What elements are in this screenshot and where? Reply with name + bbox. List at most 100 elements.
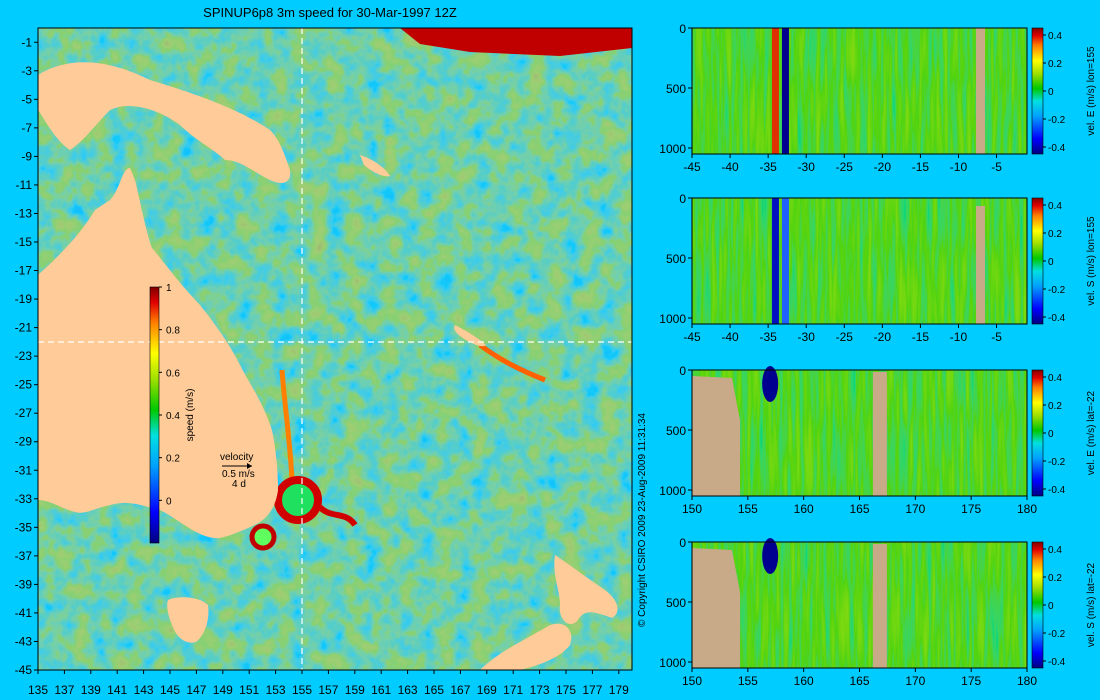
- map-lon-tick-label: 169: [477, 683, 497, 697]
- section-panel-3: 150 155 160 165 170 175 180 0 500 1000 0.4 0.2 0 -0.2…: [659, 364, 1097, 516]
- section-field-texture: [692, 370, 1027, 496]
- map-lat-tick-label: -17: [15, 264, 33, 278]
- map-lat-tick-label: -21: [15, 321, 33, 335]
- map-lon-tick-label: 141: [107, 683, 127, 697]
- section-x-tick-label: -25: [836, 160, 854, 174]
- section-colorbar-tick-label: 0: [1048, 257, 1054, 268]
- section-strong-jet: [771, 28, 779, 154]
- section-x-tick-label: -35: [759, 330, 777, 344]
- map-lat-tick-label: -29: [15, 435, 33, 449]
- section-panel-1: -45 -40 -35 -30 -25 -20 -15 -10 -5 0 500 1000 0.4 0.2…: [659, 22, 1097, 174]
- map-lat-tick-label: -7: [21, 121, 32, 135]
- map-lat-tick-label: -37: [15, 549, 33, 563]
- section-colorbar-label: vel. E (m/s) lat=-22: [1086, 390, 1097, 475]
- map-lon-tick-label: 179: [609, 683, 629, 697]
- nz-south-land: [480, 623, 572, 670]
- map-lon-tick-label: 151: [239, 683, 259, 697]
- map-lon-tick-label: 167: [450, 683, 470, 697]
- section-land-bar: [872, 372, 887, 496]
- section-y-tick-label: 0: [679, 192, 686, 206]
- section-y-tick-label: 500: [666, 82, 686, 96]
- png-land: [38, 62, 291, 183]
- section-colorbar-tick-label: -0.2: [1048, 285, 1066, 296]
- velocity-key: velocity 0.5 m/s 4 d: [220, 452, 255, 490]
- map-lon-tick-label: 163: [398, 683, 418, 697]
- section-frame: [691, 27, 1028, 155]
- map-lat-tick-label: -3: [21, 64, 32, 78]
- section-strong-jet: [781, 28, 789, 154]
- speed-colorbar-ramp: [149, 286, 160, 544]
- map-frame: [37, 27, 633, 671]
- map-lat-axis: -1 -3 -5 -7 -9 -11 -13 -15 -17 -19 -21 -23 -25 -27 -29…: [15, 35, 38, 677]
- section-y-tick-label: 0: [679, 364, 686, 378]
- section-strong-jet: [762, 366, 779, 402]
- nz-north-land: [554, 555, 618, 625]
- section-x-tick-label: 160: [794, 674, 814, 688]
- section-colorbar-ramp: [1031, 197, 1044, 325]
- section-x-tick-label: -30: [798, 330, 816, 344]
- map-lon-tick-label: 143: [134, 683, 154, 697]
- section-colorbar-ramp: [1031, 541, 1044, 669]
- section-y-tick-label: 1000: [659, 142, 686, 156]
- section-strong-jet: [771, 198, 779, 324]
- section-colorbar-tick-label: -0.2: [1048, 115, 1066, 126]
- section-x-tick-label: 155: [738, 674, 758, 688]
- section-x-tick-label: 160: [794, 502, 814, 516]
- section-land-shelf: [692, 376, 741, 496]
- section-x-tick-label: 150: [682, 502, 702, 516]
- map-lon-tick-label: 161: [371, 683, 391, 697]
- section-x-tick-label: 170: [905, 502, 925, 516]
- section-x-tick-label: -45: [683, 330, 701, 344]
- section-x-tick-label: -10: [950, 330, 968, 344]
- ring-tail-feature: [315, 502, 358, 527]
- map-lon-tick-label: 135: [28, 683, 48, 697]
- section-x-tick-label: 175: [961, 674, 981, 688]
- section-colorbar-tick-label: -0.2: [1048, 457, 1066, 468]
- eac-jet-feature: [279, 369, 295, 481]
- section-y-tick-label: 1000: [659, 656, 686, 670]
- section-panel-2: -45 -40 -35 -30 -25 -20 -15 -10 -5 0 500 1000 0.4 0.2…: [659, 192, 1097, 344]
- north-current-feature: [400, 28, 632, 56]
- speed-colorbar-tick-label: 0.6: [166, 368, 180, 379]
- section-panel-4: 150 155 160 165 170 175 180 0 500 1000 0.4 0.2 0 -0.2…: [659, 536, 1097, 688]
- section-colorbar-label: vel. S (m/s) lon=155: [1086, 216, 1097, 306]
- section-x-tick-label: 170: [905, 674, 925, 688]
- speed-colorbar-tick-label: 0.8: [166, 326, 180, 337]
- map-lat-tick-label: -35: [15, 520, 33, 534]
- velocity-key-arrowhead: [247, 463, 252, 469]
- section-y-tick-label: 500: [666, 252, 686, 266]
- section-panels: -45 -40 -35 -30 -25 -20 -15 -10 -5 0 500 1000 0.4 0.2…: [659, 22, 1097, 688]
- section-colorbar-tick-label: 0.4: [1048, 31, 1062, 42]
- map-lon-tick-label: 171: [503, 683, 523, 697]
- map-lat-tick-label: -11: [16, 178, 33, 192]
- map-title: SPINUP6p8 3m speed for 30-Mar-1997 12Z: [203, 5, 457, 20]
- section-colorbar-tick-label: -0.4: [1048, 143, 1066, 154]
- map-lat-tick-label: -19: [15, 292, 33, 306]
- section-x-tick-label: -30: [798, 160, 816, 174]
- tasmania-land: [167, 597, 209, 643]
- section-x-tick-label: -40: [721, 330, 739, 344]
- section-colorbar-ramp: [1031, 27, 1044, 155]
- section-x-tick-label: -5: [991, 160, 1002, 174]
- map-lat-tick-label: -43: [15, 634, 33, 648]
- speed-colorbar: 1 0.8 0.6 0.4 0.2 0 speed (m/s): [149, 283, 196, 544]
- section-x-tick-label: -20: [874, 330, 892, 344]
- section-colorbar-tick-label: -0.4: [1048, 657, 1066, 668]
- section-y-tick-label: 500: [666, 596, 686, 610]
- map-lat-tick-label: -25: [15, 378, 33, 392]
- map-lon-tick-label: 155: [292, 683, 312, 697]
- section-colorbar-tick-label: 0.2: [1048, 229, 1062, 240]
- map-lat-tick-label: -15: [15, 235, 33, 249]
- map-lat-tick-label: -41: [15, 606, 33, 620]
- section-colorbar-tick-label: 0.4: [1048, 545, 1062, 556]
- copyright-text: © Copyright CSIRO 2009 23-Aug-2009 11:31…: [637, 413, 648, 627]
- map-lon-tick-label: 145: [160, 683, 180, 697]
- section-colorbar-tick-label: 0: [1048, 429, 1054, 440]
- solomon-land: [360, 155, 390, 177]
- section-colorbar-tick-label: 0.4: [1048, 201, 1062, 212]
- map-lat-tick-label: -39: [15, 577, 33, 591]
- section-colorbar-label: vel. E (m/s) lon=155: [1086, 46, 1097, 136]
- section-colorbar-label: vel. S (m/s) lat=-22: [1086, 562, 1097, 647]
- section-colorbar-tick-label: 0.2: [1048, 59, 1062, 70]
